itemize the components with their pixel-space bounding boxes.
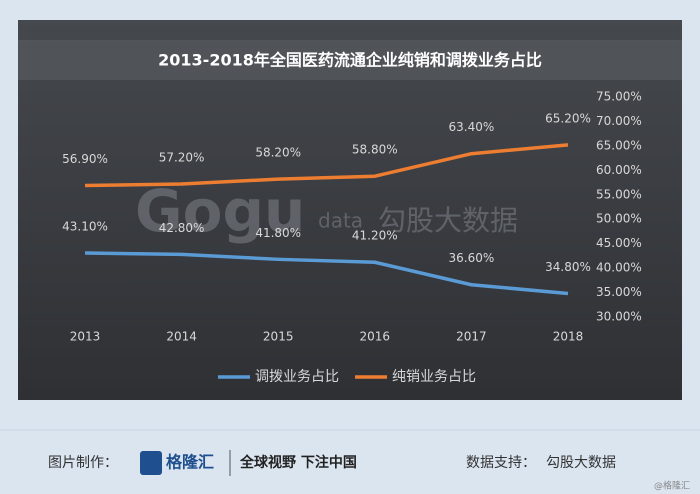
legend-label: 纯销业务占比 (392, 369, 476, 385)
data-label: 41.80% (255, 226, 301, 240)
y-tick-label: 50.00% (596, 212, 642, 226)
data-label: 34.80% (545, 260, 591, 274)
x-tick-label: 2016 (360, 330, 391, 344)
made-by-label: 图片制作： (48, 455, 118, 471)
logo: 格隆汇 (166, 453, 214, 472)
y-tick-label: 45.00% (596, 236, 642, 250)
footer (0, 430, 700, 494)
x-tick-label: 2014 (166, 330, 197, 344)
watermark-sub: data (318, 209, 363, 233)
x-tick-label: 2015 (263, 330, 294, 344)
data-label: 43.10% (62, 219, 108, 233)
slogan: 全球视野 下注中国 (239, 454, 357, 471)
logo-icon (140, 451, 162, 475)
watermark: Gogu data 勾股大数据 (135, 177, 518, 245)
x-tick-label: 2013 (70, 330, 101, 344)
watermark-cn: 勾股大数据 (378, 204, 518, 237)
y-tick-label: 75.00% (596, 90, 642, 104)
x-tick-label: 2017 (456, 330, 487, 344)
title-band (18, 40, 682, 80)
watermark-brand: Gogu (135, 177, 305, 245)
y-tick-label: 55.00% (596, 187, 642, 201)
data-label: 56.90% (62, 152, 108, 166)
data-label: 58.80% (352, 143, 398, 157)
x-tick-label: 2018 (553, 330, 584, 344)
data-label: 58.20% (255, 146, 301, 160)
series-line (84, 143, 569, 188)
data-label: 57.20% (159, 151, 205, 165)
series-line (84, 251, 569, 296)
data-label: 65.20% (545, 111, 591, 125)
data-label: 42.80% (159, 221, 205, 235)
y-tick-label: 70.00% (596, 114, 642, 128)
y-tick-label: 30.00% (596, 310, 642, 324)
source: 勾股大数据 (546, 455, 616, 471)
credit: @格隆汇 (654, 480, 690, 492)
y-tick-label: 65.00% (596, 138, 642, 152)
data-label: 36.60% (449, 251, 495, 265)
data-label: 63.40% (449, 120, 495, 134)
plot: 30.00% 35.00% 40.00% 45.00% 50.00% 55.00% 60.0… (62, 90, 642, 386)
chart-panel (18, 20, 682, 400)
y-tick-label: 60.00% (596, 163, 642, 177)
data-label: 41.20% (352, 229, 398, 243)
chart-title: 2013-2018年全国医药流通企业纯销和调拨业务占比 (158, 51, 542, 70)
source-label: 数据支持： (466, 455, 536, 471)
legend-label: 调拨业务占比 (255, 369, 339, 385)
y-tick-label: 40.00% (596, 261, 642, 275)
y-tick-label: 35.00% (596, 285, 642, 299)
